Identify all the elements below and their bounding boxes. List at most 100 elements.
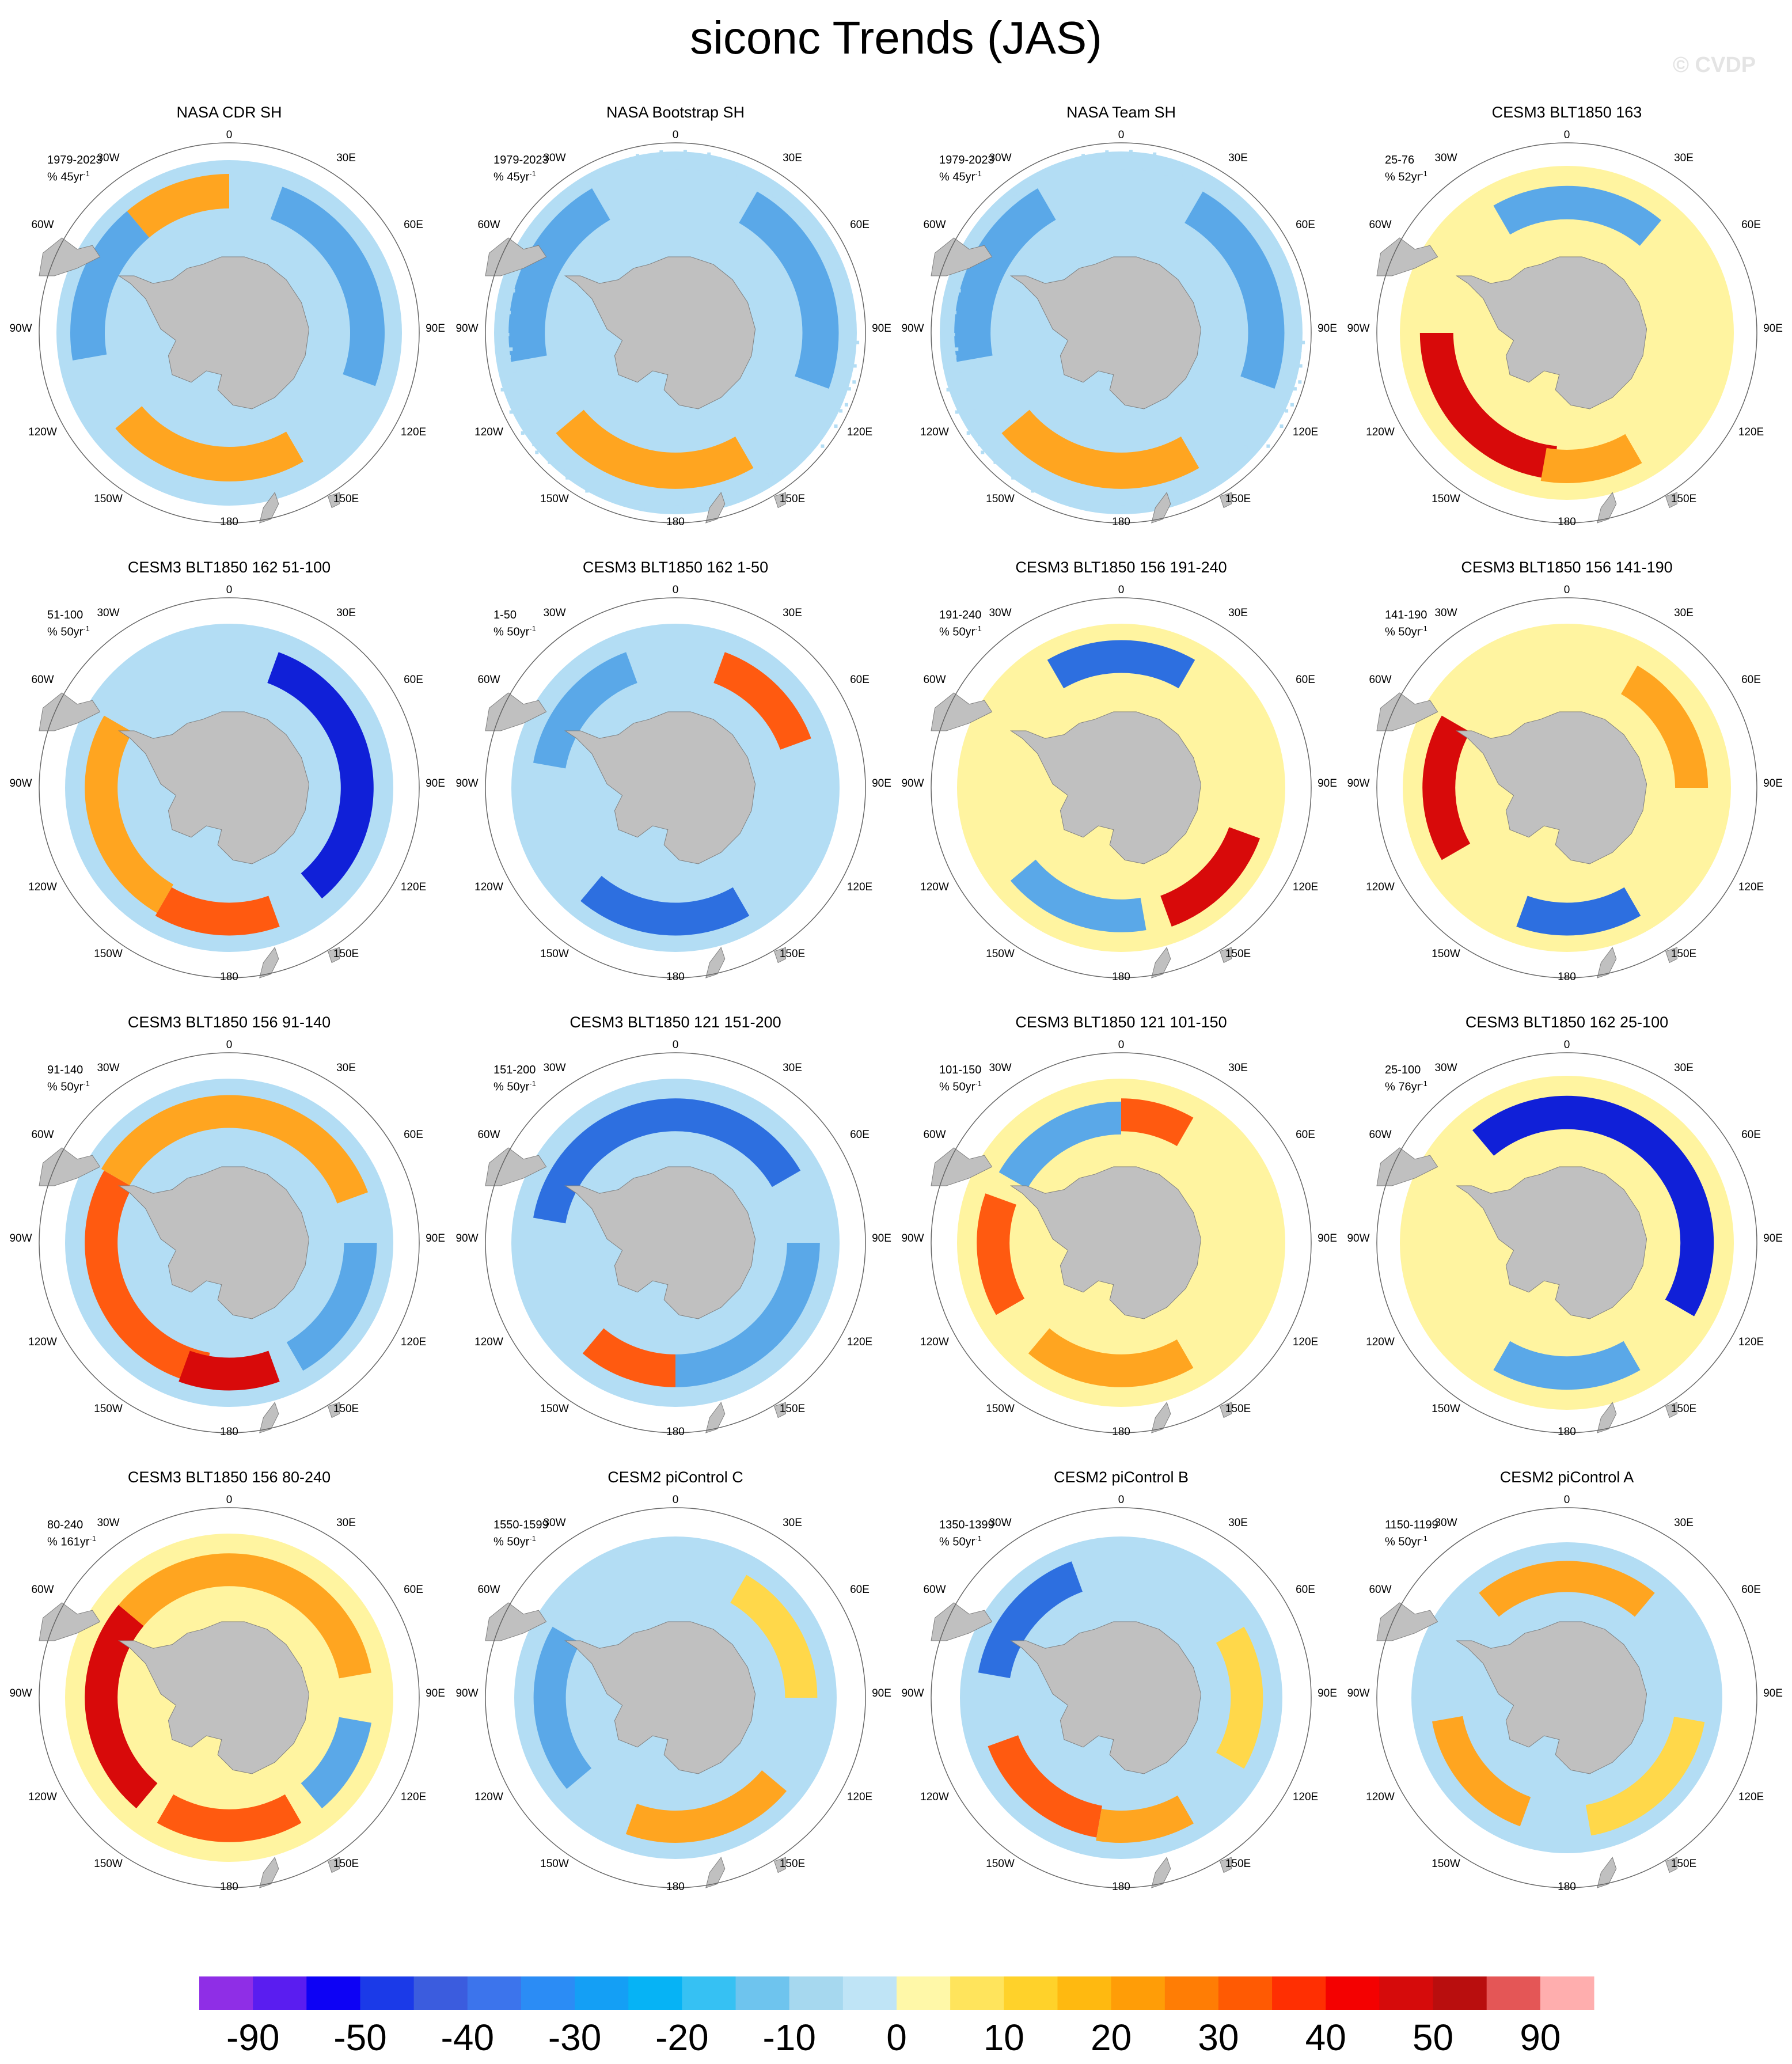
south-america-land <box>1376 692 1438 731</box>
map-panel: CESM3 BLT1850 156 191-240 191-240 % 50yr-1… <box>901 557 1340 1012</box>
longitude-label: 0 <box>226 1494 233 1506</box>
speckle <box>1301 340 1305 344</box>
speckle <box>1248 216 1252 220</box>
speckle <box>683 150 687 154</box>
longitude-label: 90W <box>455 1687 478 1699</box>
tasmania-land <box>1219 1402 1232 1418</box>
longitude-label: 30W <box>543 1517 565 1529</box>
speckle <box>511 289 515 293</box>
longitude-label: 60W <box>31 219 54 231</box>
speckle <box>853 325 857 329</box>
sea-ice-trend-band <box>286 1243 377 1371</box>
period-range: 1350-1399 <box>939 1519 994 1531</box>
trend-unit: % 45yr-1 <box>939 169 982 184</box>
colorbar-tick-label: 0 <box>886 2017 907 2058</box>
panel-title: CESM3 BLT1850 163 <box>1491 104 1642 121</box>
longitude-label: 60E <box>850 674 870 686</box>
sea-ice-trend-band <box>1422 715 1471 860</box>
longitude-label: 90E <box>1318 1232 1337 1245</box>
longitude-label: 60E <box>850 1129 870 1141</box>
sea-ice-trend-band <box>85 715 174 913</box>
sea-ice-trend-band <box>1472 1095 1567 1156</box>
trend-unit: % 50yr-1 <box>939 624 982 639</box>
speckle <box>1007 469 1011 473</box>
speckle <box>1121 505 1125 509</box>
speckle <box>586 179 590 183</box>
longitude-label: 30E <box>783 1517 802 1529</box>
map-boundary-circle <box>485 142 866 523</box>
longitude-label: 60W <box>477 219 500 231</box>
colorbar-swatch <box>1164 1976 1219 2010</box>
trend-unit: % 50yr-1 <box>939 1534 982 1549</box>
longitude-label: 120E <box>1738 426 1764 438</box>
longitude-label: 60W <box>1369 1129 1391 1141</box>
colorbar-swatch <box>1218 1976 1273 2010</box>
sea-ice-trend-band <box>1047 640 1121 689</box>
longitude-label: 30E <box>783 607 802 619</box>
speckle <box>847 387 851 391</box>
speckle <box>765 473 769 477</box>
longitude-label: 120W <box>920 426 949 438</box>
longitude-label: 60E <box>1741 674 1761 686</box>
speckle <box>527 409 531 413</box>
speckle <box>1282 265 1286 270</box>
longitude-label: 60W <box>923 1129 946 1141</box>
trend-unit: % 76yr-1 <box>1385 1079 1427 1094</box>
speckle <box>1032 179 1036 183</box>
sea-ice-trend-band <box>977 1193 1025 1315</box>
sea-ice-trend-band <box>127 174 229 238</box>
longitude-label: 120W <box>28 1336 57 1348</box>
longitude-label: 90W <box>901 322 924 335</box>
longitude-label: 60E <box>1741 219 1761 231</box>
longitude-label: 60E <box>1741 1584 1761 1596</box>
longitude-label: 180 <box>220 516 238 528</box>
panel-title: CESM2 piControl B <box>1053 1469 1189 1486</box>
colorbar-swatch <box>413 1976 468 2010</box>
panel-title: CESM3 BLT1850 121 151-200 <box>570 1014 781 1031</box>
sea-ice-trend-band <box>533 1626 592 1789</box>
tasmania-land <box>773 492 786 509</box>
speckle <box>521 431 525 435</box>
sea-ice-trend-band <box>1419 333 1557 480</box>
tasmania-land <box>1665 1857 1677 1873</box>
antarctica-land <box>117 1166 310 1319</box>
south-america-land <box>39 692 101 731</box>
longitude-label: 30E <box>1228 607 1248 619</box>
speckle <box>683 507 687 511</box>
longitude-label: 60E <box>1296 674 1315 686</box>
south-america-land <box>485 692 547 731</box>
longitude-label: 120E <box>847 1336 872 1348</box>
sea-ice-trend-band <box>1121 1098 1194 1147</box>
speckle <box>993 460 997 464</box>
speckle <box>585 489 589 493</box>
longitude-label: 150E <box>1225 1403 1251 1415</box>
longitude-label: 30W <box>97 152 119 164</box>
trend-unit: % 52yr-1 <box>1385 169 1427 184</box>
colorbar-swatch <box>1540 1976 1594 2010</box>
speckle <box>607 168 611 172</box>
speckle <box>987 220 991 224</box>
colorbar-swatch <box>897 1976 951 2010</box>
longitude-label: 60W <box>477 1129 500 1141</box>
sea-ice-trend-band <box>730 1574 818 1698</box>
longitude-label: 30W <box>543 152 565 164</box>
longitude-label: 30W <box>1434 607 1457 619</box>
speckle <box>772 193 776 198</box>
speckle <box>981 450 985 454</box>
colorbar-tick-label: -40 <box>441 2017 495 2058</box>
longitude-label: 90W <box>455 777 478 790</box>
tasmania-land <box>1665 947 1677 963</box>
speckle <box>1244 445 1248 449</box>
speckle <box>1262 234 1266 238</box>
trend-unit: % 50yr-1 <box>47 624 90 639</box>
sea-ice-trend-band <box>85 1604 158 1809</box>
longitude-label: 60E <box>1741 1129 1761 1141</box>
map-boundary-circle <box>1376 142 1757 523</box>
speckle <box>1199 483 1203 487</box>
speckle <box>578 180 582 184</box>
speckle <box>979 234 984 238</box>
longitude-label: 120W <box>1366 426 1395 438</box>
longitude-label: 120E <box>1293 1791 1318 1803</box>
panel-period-label: 1-50 % 50yr-1 <box>493 608 536 639</box>
panel-period-label: 101-150 % 50yr-1 <box>939 1063 982 1094</box>
